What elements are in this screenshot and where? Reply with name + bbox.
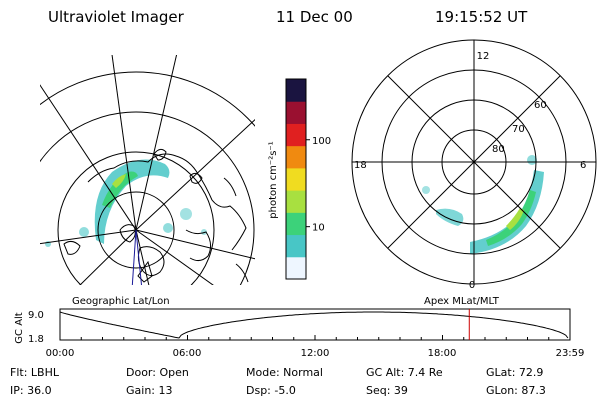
colorbar-segment	[286, 167, 306, 191]
polar-plot: 12 18 6 0 60 70 80 Apex MLat/MLT	[351, 39, 597, 307]
info-ip: IP: 36.0	[10, 384, 52, 397]
mlat-label-80: 80	[492, 144, 505, 155]
info-panel: Flt: LBHL IP: 36.0 Door: Open Gain: 13 M…	[10, 366, 546, 397]
polar-grid	[351, 39, 597, 285]
colorbar-unit-label: photon cm⁻²s⁻¹	[268, 141, 279, 218]
colorbar-segment	[286, 123, 306, 147]
timeline-label-0000: 00:00	[46, 348, 75, 359]
info-gc-alt: GC Alt: 7.4 Re	[366, 366, 443, 379]
colorbar: 100 10 photon cm⁻²s⁻¹	[268, 78, 331, 280]
colorbar-tick-label: 10	[312, 223, 325, 234]
timeline-label-2359: 23:59	[556, 348, 585, 359]
mlt-label-12: 12	[477, 51, 490, 62]
colorbar-segment	[286, 212, 306, 236]
geographic-map: Geographic Lat/Lon	[40, 55, 255, 307]
observation-time: 19:15:52 UT	[435, 8, 528, 26]
mlt-label-18: 18	[354, 160, 367, 171]
colorbar-tick-label: 100	[312, 136, 331, 147]
colorbar-segment	[286, 101, 306, 124]
timeline-ymin-label: 1.8	[28, 334, 44, 345]
timeline-ticks	[59, 335, 571, 340]
colorbar-segments	[286, 79, 306, 280]
mlt-label-6: 6	[580, 160, 586, 171]
mlat-label-60: 60	[534, 100, 547, 111]
info-door: Door: Open	[126, 366, 189, 379]
info-glon: GLon: 87.3	[486, 384, 546, 397]
colorbar-segment	[286, 145, 306, 169]
polar-plot-label: Apex MLat/MLT	[424, 296, 500, 307]
info-dsp: Dsp: -5.0	[246, 384, 296, 397]
colorbar-segment	[286, 256, 306, 280]
info-flt: Flt: LBHL	[10, 366, 60, 379]
timeline-label-1200: 12:00	[301, 348, 330, 359]
geo-map-label: Geographic Lat/Lon	[72, 296, 170, 307]
colorbar-segment	[286, 79, 306, 102]
mlt-label-0: 0	[469, 280, 475, 291]
info-mode: Mode: Normal	[246, 366, 323, 379]
aurora-emission-geo	[45, 159, 207, 247]
timeline-label-0600: 06:00	[173, 348, 202, 359]
timeline-ymax-label: 9.0	[28, 310, 44, 321]
observation-date: 11 Dec 00	[276, 8, 353, 26]
timeline-ylabel: GC Alt	[14, 312, 25, 344]
aurora-emission-polar	[422, 155, 544, 254]
timeline-label-1800: 18:00	[428, 348, 457, 359]
instrument-title: Ultraviolet Imager	[48, 8, 185, 26]
altitude-timeline: GC Alt 9.0 1.8 00:00 06:00 12:00 18:00 2…	[14, 308, 585, 359]
coastlines	[63, 148, 249, 283]
colorbar-segment	[286, 234, 306, 258]
colorbar-ticks: 100 10	[306, 136, 331, 234]
altitude-curve	[59, 311, 569, 339]
info-glat: GLat: 72.9	[486, 366, 543, 379]
lat-lon-grid	[40, 55, 255, 285]
info-seq: Seq: 39	[366, 384, 408, 397]
colorbar-segment	[286, 190, 306, 213]
spacecraft-view-lines	[131, 229, 143, 285]
mlat-label-70: 70	[512, 124, 525, 135]
info-gain: Gain: 13	[126, 384, 173, 397]
